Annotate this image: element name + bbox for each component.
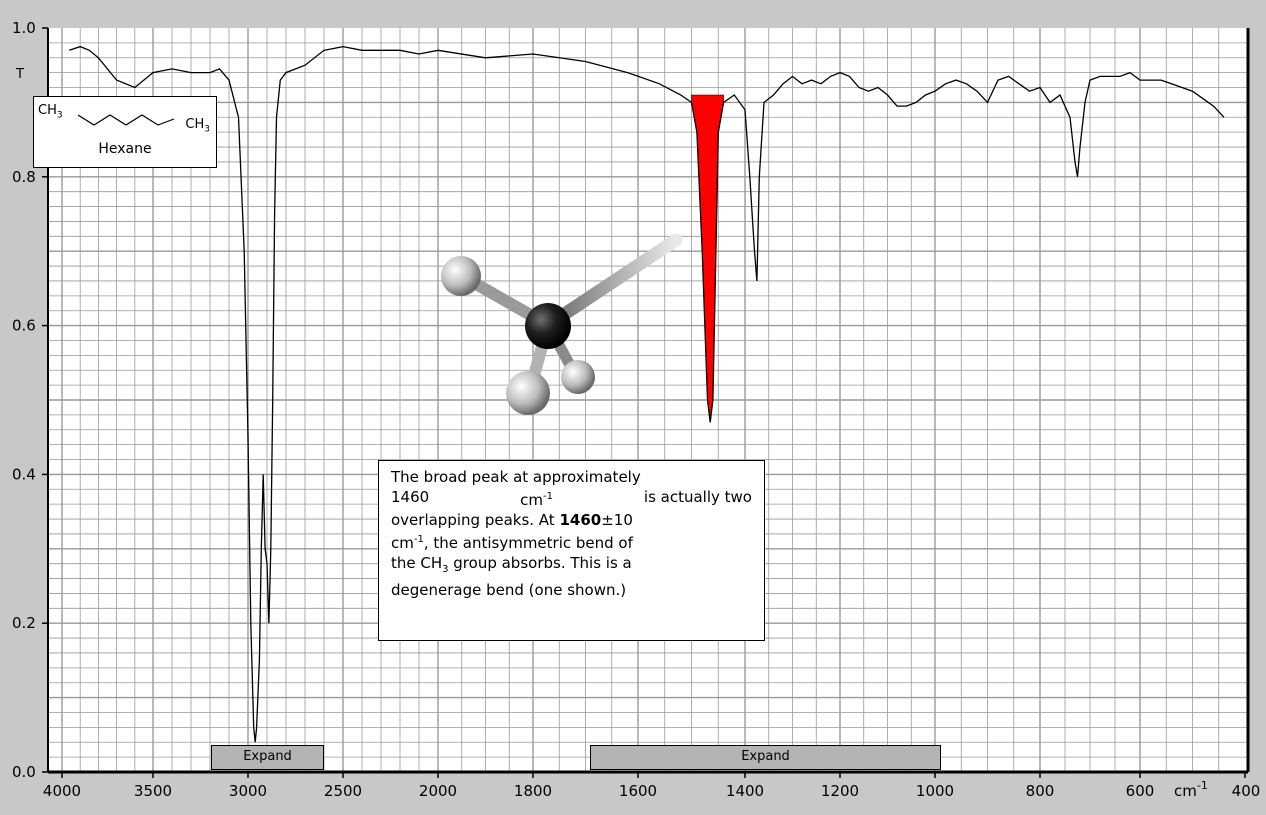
- y-tick-label: 1.0: [12, 19, 36, 37]
- y-tick-label: 0.8: [12, 168, 36, 186]
- compound-name: Hexane: [98, 141, 152, 157]
- spectrum-trace: [69, 45, 1225, 743]
- expand-button-fingerprint[interactable]: Expand: [590, 745, 941, 770]
- y-tick-label: 0.0: [12, 763, 36, 781]
- x-tick-label: 1600: [619, 782, 657, 800]
- x-tick-label: 2500: [324, 782, 362, 800]
- x-tick-label: 4000: [43, 782, 81, 800]
- callout-line-3: overlapping peaks. At 1460±10: [391, 511, 633, 529]
- y-tick-label: 0.2: [12, 614, 36, 632]
- y-tick-label: 0.6: [12, 317, 36, 335]
- x-tick-label: 800: [1026, 782, 1055, 800]
- left-methyl-label: CH3: [38, 103, 63, 121]
- x-tick-label: 1800: [514, 782, 552, 800]
- svg-text:cm-1: cm-1: [1174, 779, 1208, 800]
- y-tick-label: 0.4: [12, 465, 36, 483]
- y-axis-label: T: [15, 67, 24, 82]
- callout-line-6: degenerage bend (one shown.): [391, 581, 627, 599]
- callout-line-4: cm-1, the antisymmetric bend of: [391, 534, 633, 552]
- x-tick-label: 1400: [726, 782, 764, 800]
- callout-line-2: 1460 cm-1 is actually two: [391, 488, 752, 509]
- x-tick-label: 400: [1232, 782, 1261, 800]
- highlight-value: 1460: [559, 511, 602, 529]
- x-tick-label: 2000: [419, 782, 457, 800]
- x-tick-label: 600: [1126, 782, 1155, 800]
- x-axis-unit-label: cm-1: [1174, 779, 1208, 800]
- x-tick-label: 3000: [229, 782, 267, 800]
- zigzag-chain-icon: [78, 114, 175, 126]
- y-axis-ticks: 0.0 0.2 0.4 0.6 0.8 1.0: [12, 19, 48, 781]
- compound-label-box: CH3 CH3 Hexane: [33, 96, 217, 168]
- x-tick-label: 1000: [916, 782, 954, 800]
- x-tick-label: 1200: [821, 782, 859, 800]
- x-tick-label: 3500: [134, 782, 172, 800]
- expand-button-ch-stretch[interactable]: Expand: [211, 745, 324, 770]
- right-methyl-label: CH3: [185, 117, 210, 135]
- callout-line-5: the CH3 group absorbs. This is a: [391, 554, 632, 575]
- x-axis-ticks: 4000 3500 3000 2500 2000 1800 1600 1400 1200 1000…: [43, 772, 1260, 800]
- callout-line-1: The broad peak at approximately: [391, 468, 641, 486]
- annotation-callout: The broad peak at approximately 1460 cm-…: [378, 460, 765, 641]
- methyl-group-molecule-icon: [441, 233, 683, 415]
